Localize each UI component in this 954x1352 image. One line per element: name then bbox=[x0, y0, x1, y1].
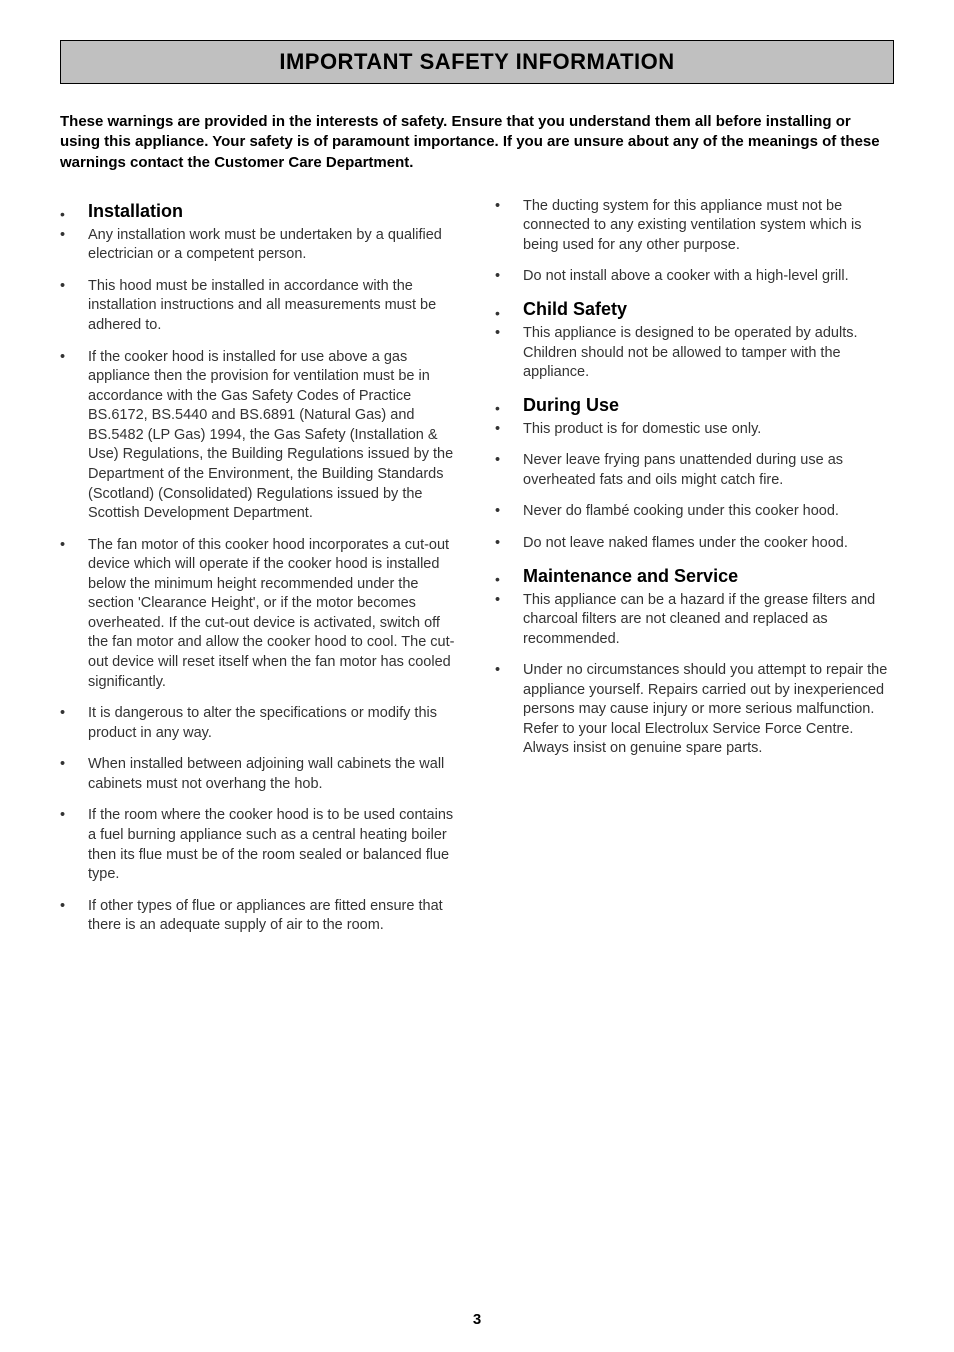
page-number: 3 bbox=[0, 1311, 954, 1328]
installation-list: •Any installation work must be undertake… bbox=[60, 226, 459, 936]
child-safety-list: •This appliance is designed to be operat… bbox=[495, 324, 894, 383]
list-item: •This appliance can be a hazard if the g… bbox=[495, 591, 894, 650]
during-use-list: •This product is for domestic use only. … bbox=[495, 420, 894, 554]
list-item: •Under no circumstances should you attem… bbox=[495, 661, 894, 759]
list-item: •When installed between adjoining wall c… bbox=[60, 755, 459, 794]
item-text: This appliance is designed to be operate… bbox=[523, 324, 894, 383]
section-head-installation: • Installation bbox=[60, 201, 459, 222]
list-item: •Any installation work must be undertake… bbox=[60, 226, 459, 265]
list-item: •It is dangerous to alter the specificat… bbox=[60, 704, 459, 743]
item-text: If other types of flue or appliances are… bbox=[88, 897, 459, 936]
item-text: This product is for domestic use only. bbox=[523, 420, 894, 440]
bullet-icon: • bbox=[495, 395, 523, 415]
bullet-icon: • bbox=[495, 300, 523, 320]
installation-continued-list: •The ducting system for this appliance m… bbox=[495, 197, 894, 287]
section-head-maintenance: • Maintenance and Service bbox=[495, 566, 894, 587]
list-item: •Do not install above a cooker with a hi… bbox=[495, 267, 894, 287]
item-text: This hood must be installed in accordanc… bbox=[88, 277, 459, 336]
section-head-child-safety: • Child Safety bbox=[495, 299, 894, 320]
item-text: The ducting system for this appliance mu… bbox=[523, 197, 894, 256]
section-title: Installation bbox=[88, 201, 183, 222]
list-item: •Do not leave naked flames under the coo… bbox=[495, 534, 894, 554]
list-item: •This product is for domestic use only. bbox=[495, 420, 894, 440]
section-head-during-use: • During Use bbox=[495, 395, 894, 416]
item-text: Do not leave naked flames under the cook… bbox=[523, 534, 894, 554]
banner: IMPORTANT SAFETY INFORMATION bbox=[60, 40, 894, 84]
list-item: •If the room where the cooker hood is to… bbox=[60, 806, 459, 884]
left-column: • Installation •Any installation work mu… bbox=[60, 197, 459, 948]
list-item: •This appliance is designed to be operat… bbox=[495, 324, 894, 383]
list-item: •If other types of flue or appliances ar… bbox=[60, 897, 459, 936]
maintenance-list: •This appliance can be a hazard if the g… bbox=[495, 591, 894, 760]
item-text: Never leave frying pans unattended durin… bbox=[523, 451, 894, 490]
list-item: •This hood must be installed in accordan… bbox=[60, 277, 459, 336]
item-text: If the room where the cooker hood is to … bbox=[88, 806, 459, 884]
right-column: • The ducting system for this appliance m… bbox=[495, 197, 894, 948]
item-text: It is dangerous to alter the specificati… bbox=[88, 704, 459, 743]
list-item: •The ducting system for this appliance m… bbox=[495, 197, 894, 256]
item-text: This appliance can be a hazard if the gr… bbox=[523, 591, 894, 650]
item-text: The fan motor of this cooker hood incorp… bbox=[88, 536, 459, 693]
content-columns: • Installation •Any installation work mu… bbox=[60, 197, 894, 948]
item-text: When installed between adjoining wall ca… bbox=[88, 755, 459, 794]
list-item: •Never do flambé cooking under this cook… bbox=[495, 502, 894, 522]
bullet-icon: • bbox=[495, 566, 523, 586]
intro-paragraph: These warnings are provided in the inter… bbox=[60, 112, 894, 173]
bullet-icon: • bbox=[60, 201, 88, 221]
item-text: Under no circumstances should you attemp… bbox=[523, 661, 894, 759]
section-title: Child Safety bbox=[523, 299, 627, 320]
list-item: •If the cooker hood is installed for use… bbox=[60, 348, 459, 524]
list-item: •The fan motor of this cooker hood incor… bbox=[60, 536, 459, 693]
item-text: Never do flambé cooking under this cooke… bbox=[523, 502, 894, 522]
item-text: Do not install above a cooker with a hig… bbox=[523, 267, 894, 287]
item-text: If the cooker hood is installed for use … bbox=[88, 348, 459, 524]
list-item: •Never leave frying pans unattended duri… bbox=[495, 451, 894, 490]
section-title: Maintenance and Service bbox=[523, 566, 738, 587]
item-text: Any installation work must be undertaken… bbox=[88, 226, 459, 265]
section-title: During Use bbox=[523, 395, 619, 416]
banner-title: IMPORTANT SAFETY INFORMATION bbox=[61, 49, 893, 75]
